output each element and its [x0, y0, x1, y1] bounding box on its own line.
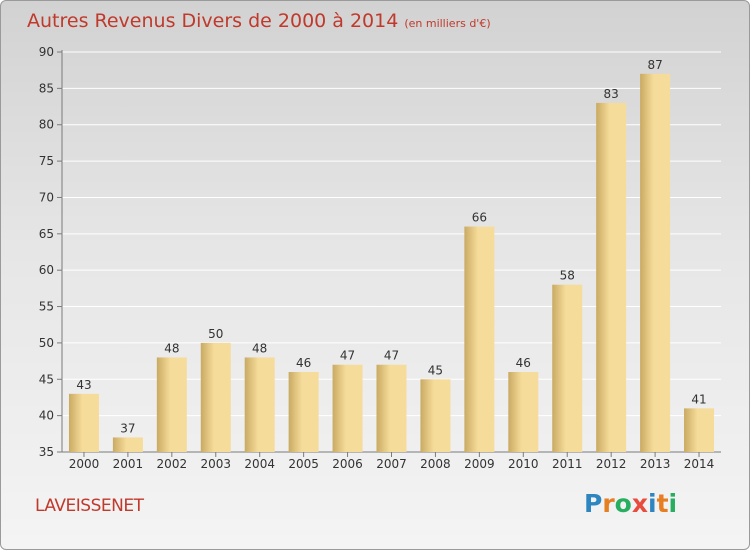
- bar: [200, 342, 231, 452]
- y-tick-label: 40: [39, 409, 54, 423]
- data-label: 43: [76, 378, 91, 392]
- x-tick-label: 2001: [113, 457, 144, 471]
- data-label: 66: [472, 211, 487, 225]
- data-label: 37: [120, 421, 135, 435]
- data-label: 47: [384, 349, 399, 363]
- y-tick-label: 50: [39, 336, 54, 350]
- x-tick-label: 2000: [69, 457, 100, 471]
- data-label: 45: [428, 363, 443, 377]
- y-tick-label: 60: [39, 263, 54, 277]
- bar: [68, 393, 99, 452]
- bar: [464, 226, 495, 452]
- logo-letter: r: [602, 489, 615, 518]
- chart-unit: (en milliers d'€): [404, 17, 491, 30]
- logo-letter: i: [668, 489, 678, 518]
- y-tick-label: 75: [39, 154, 54, 168]
- y-tick-label: 65: [39, 227, 54, 241]
- bar: [420, 379, 451, 452]
- logo-letter: i: [648, 489, 657, 518]
- x-tick-label: 2010: [508, 457, 539, 471]
- bar: [640, 73, 671, 453]
- x-tick-label: 2002: [157, 457, 188, 471]
- x-tick-label: 2013: [640, 457, 671, 471]
- bar: [244, 357, 275, 452]
- data-label: 50: [208, 327, 223, 341]
- bar: [376, 364, 407, 452]
- logo-letter: o: [614, 489, 632, 518]
- data-label: 46: [516, 356, 531, 370]
- proxiti-logo: Proxiti: [584, 489, 677, 518]
- commune-name: LAVEISSENET: [35, 496, 144, 516]
- bar: [332, 364, 363, 452]
- data-label: 46: [296, 356, 311, 370]
- x-tick-label: 2006: [332, 457, 363, 471]
- bar: [596, 102, 627, 452]
- x-tick-label: 2003: [200, 457, 231, 471]
- y-tick-label: 35: [39, 445, 54, 459]
- x-tick-label: 2008: [420, 457, 451, 471]
- x-tick-label: 2004: [244, 457, 275, 471]
- x-tick-label: 2014: [684, 457, 715, 471]
- bar: [112, 437, 143, 452]
- chart-title: Autres Revenus Divers de 2000 à 2014: [27, 10, 399, 32]
- data-label: 48: [252, 341, 267, 355]
- x-tick-label: 2005: [288, 457, 319, 471]
- x-tick-label: 2007: [376, 457, 407, 471]
- x-tick-label: 2012: [596, 457, 627, 471]
- bar: [288, 372, 319, 452]
- x-tick-label: 2009: [464, 457, 495, 471]
- logo-letter: P: [584, 489, 603, 518]
- y-tick-label: 80: [39, 118, 54, 132]
- bar: [684, 408, 715, 452]
- logo-letter: t: [656, 489, 669, 518]
- data-label: 47: [340, 349, 355, 363]
- data-label: 87: [647, 58, 662, 72]
- data-label: 41: [691, 392, 706, 406]
- logo-letter: x: [631, 489, 648, 518]
- y-tick-label: 70: [39, 190, 54, 204]
- y-tick-label: 55: [39, 300, 54, 314]
- data-label: 58: [560, 269, 575, 283]
- data-label: 83: [604, 87, 619, 101]
- x-tick-label: 2011: [552, 457, 583, 471]
- chart-title-block: Autres Revenus Divers de 2000 à 2014 (en …: [27, 10, 491, 32]
- y-tick-label: 90: [39, 45, 54, 59]
- bar: [156, 357, 187, 452]
- bar: [552, 284, 583, 452]
- bar: [508, 372, 539, 452]
- y-tick-label: 45: [39, 372, 54, 386]
- y-tick-label: 85: [39, 81, 54, 95]
- data-label: 48: [164, 341, 179, 355]
